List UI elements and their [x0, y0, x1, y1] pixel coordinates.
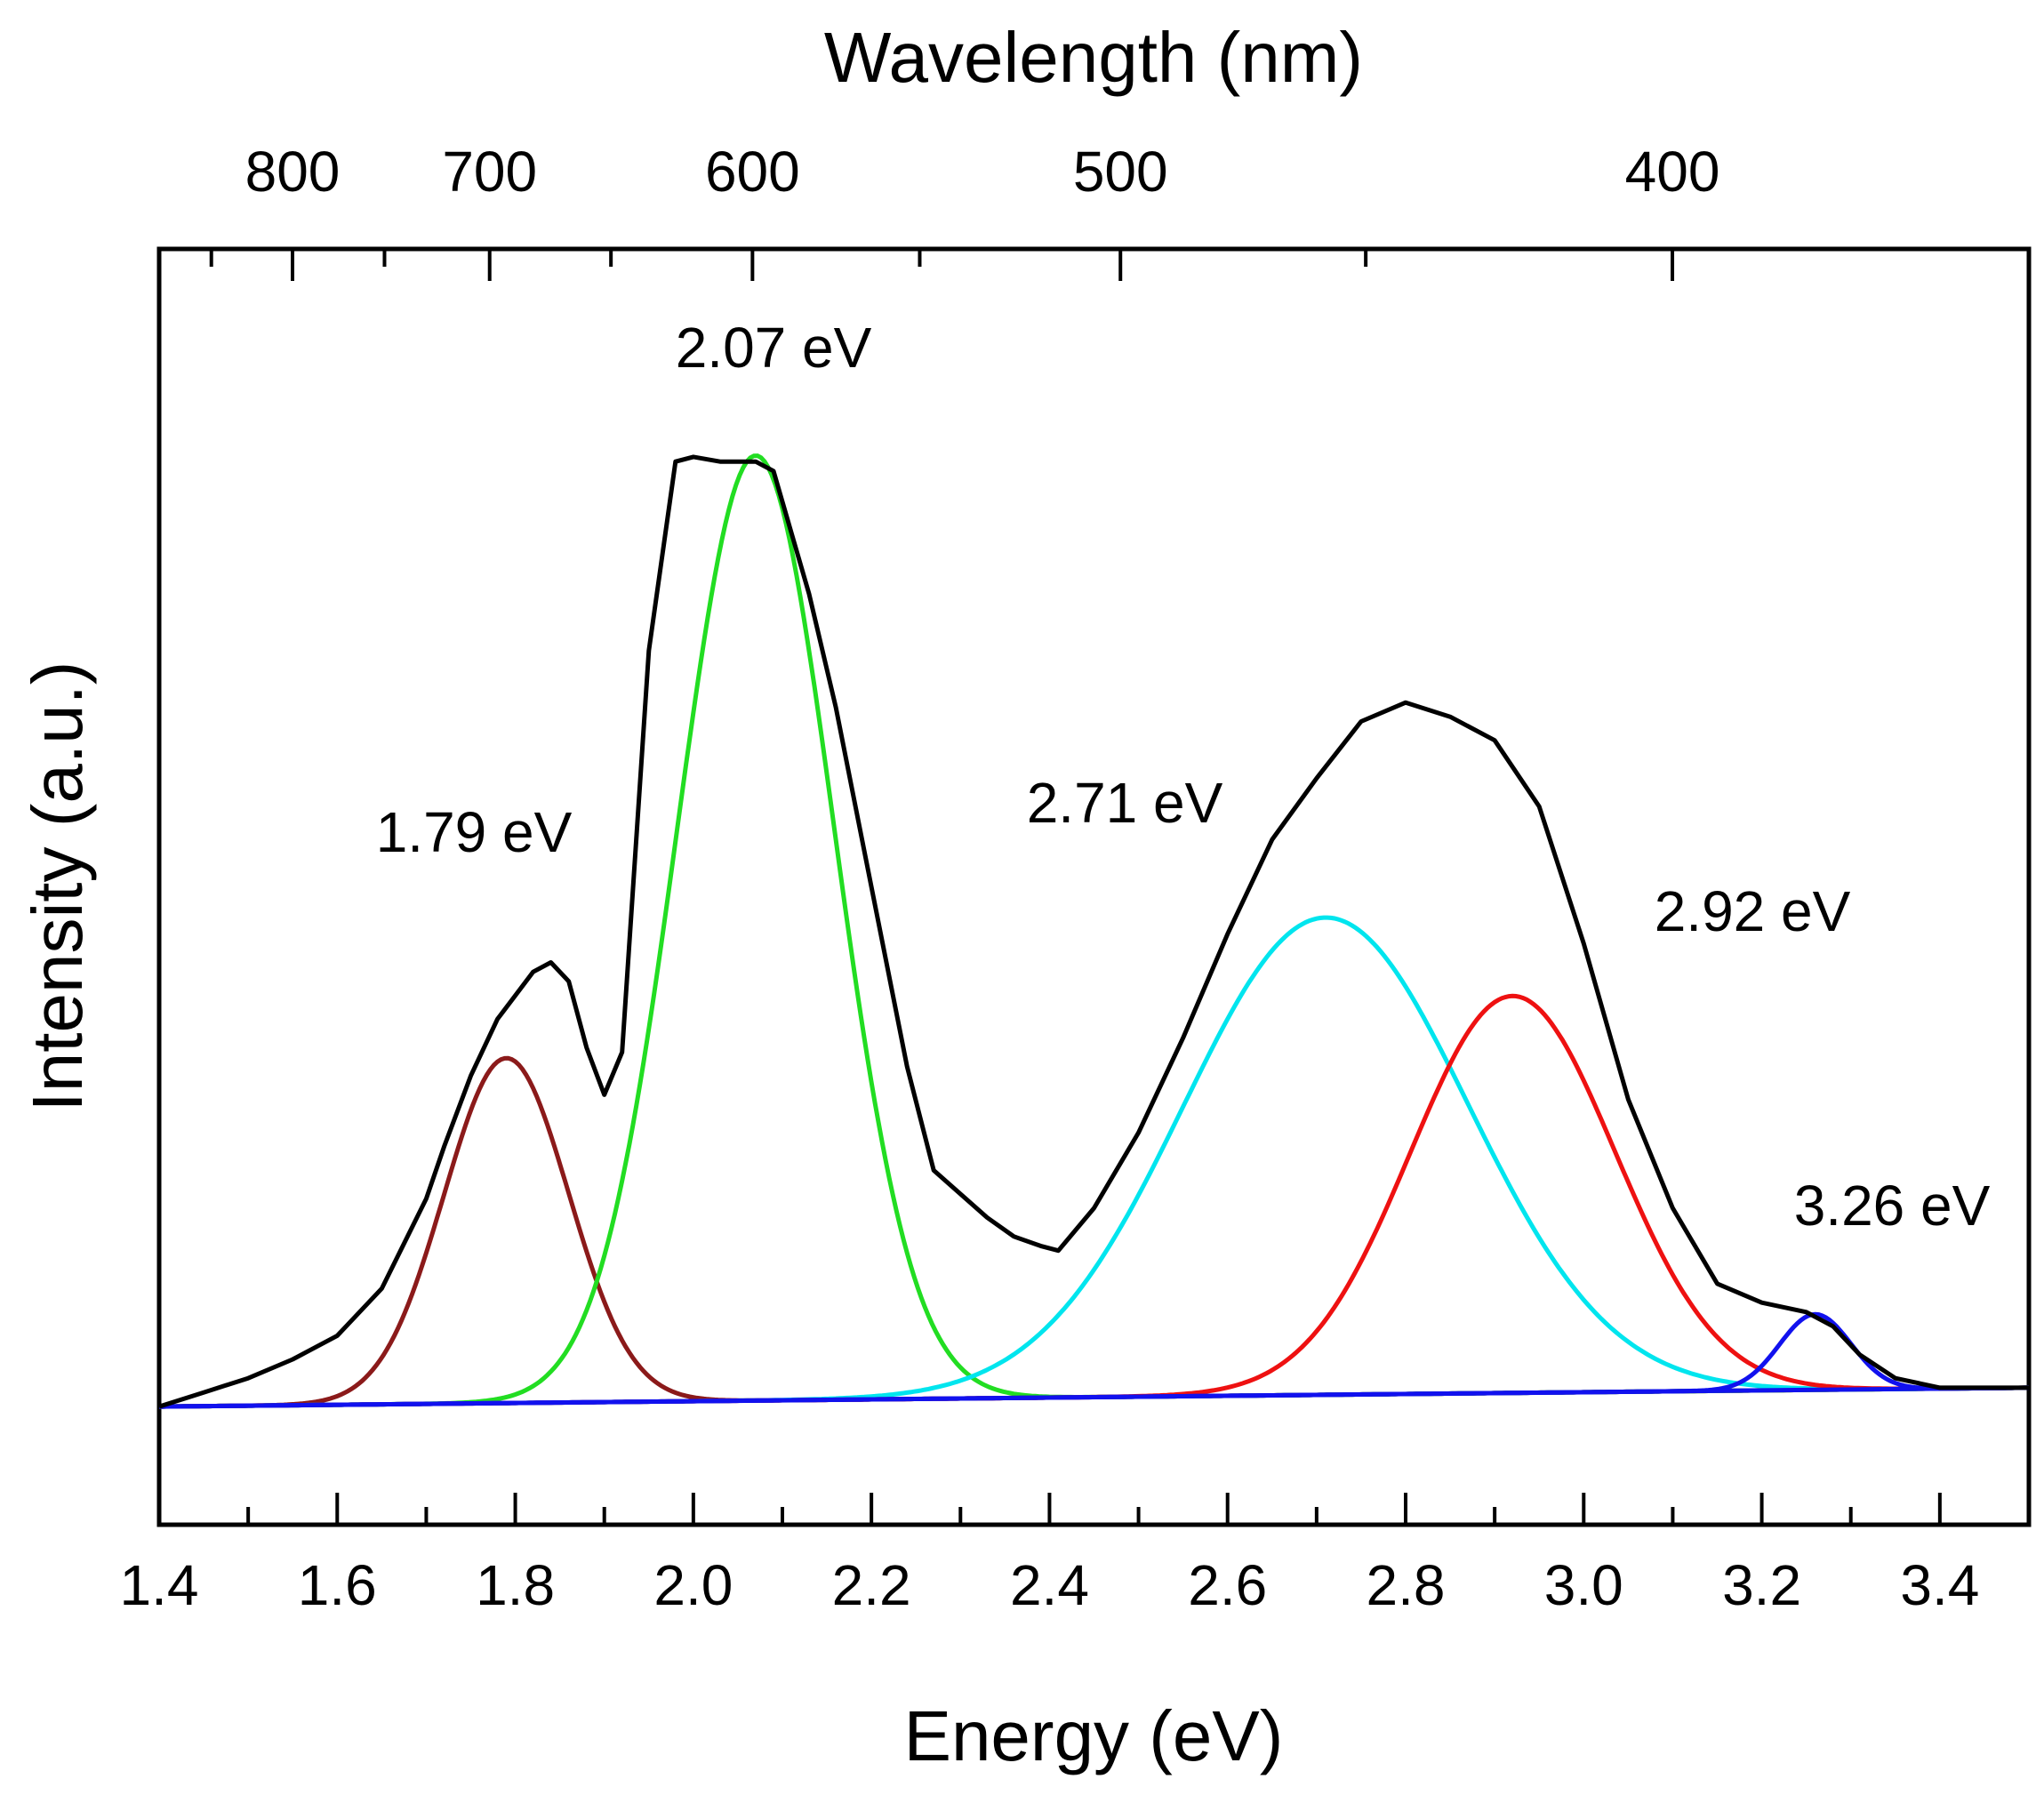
- baseline-line: [159, 1388, 2029, 1406]
- x-tick-label: 2.0: [653, 1553, 733, 1617]
- top-tick-label: 700: [442, 140, 537, 204]
- x-tick-label: 1.8: [476, 1553, 555, 1617]
- x-tick-label: 2.8: [1367, 1553, 1446, 1617]
- top-axis-ticks: 800 700 600 500 400: [212, 140, 1720, 281]
- spectrum-chart: 1.4 1.6 1.8 2.0 2.2 2.4 2.6 2.8 3.0 3.2 3.4 800 700…: [0, 0, 2044, 1795]
- top-axis-title: Wavelength (nm): [824, 18, 1363, 97]
- x-tick-label: 1.4: [120, 1553, 199, 1617]
- top-tick-label: 800: [245, 140, 341, 204]
- x-tick-label: 2.6: [1188, 1553, 1267, 1617]
- peak-label-3.26: 3.26 eV: [1794, 1174, 1991, 1238]
- peak-label-2.92: 2.92 eV: [1655, 879, 1851, 943]
- plot-area-group: 1.4 1.6 1.8 2.0 2.2 2.4 2.6 2.8 3.0 3.2 3.4 800 700…: [120, 140, 2029, 1617]
- component-curve-peak-1.79: [159, 1058, 2029, 1406]
- top-tick-label: 600: [705, 140, 800, 204]
- peak-label-2.07: 2.07 eV: [676, 316, 872, 380]
- top-tick-label: 400: [1625, 140, 1720, 204]
- x-tick-label: 3.4: [1900, 1553, 1979, 1617]
- peak-label-2.71: 2.71 eV: [1027, 771, 1223, 835]
- peak-label-1.79: 1.79 eV: [376, 800, 573, 864]
- x-tick-label: 1.6: [298, 1553, 377, 1617]
- x-axis-title: Energy (eV): [904, 1696, 1284, 1775]
- x-tick-label: 2.4: [1010, 1553, 1089, 1617]
- y-axis-title: Intensity (a.u.): [18, 661, 97, 1112]
- x-tick-label: 3.0: [1544, 1553, 1623, 1617]
- top-tick-label: 500: [1073, 140, 1168, 204]
- component-curve-peak-2.92: [159, 996, 2029, 1406]
- bottom-axis-ticks: 1.4 1.6 1.8 2.0 2.2 2.4 2.6 2.8 3.0 3.2 3.4: [120, 1493, 2029, 1617]
- x-tick-label: 2.2: [832, 1553, 911, 1617]
- x-tick-label: 3.2: [1722, 1553, 1801, 1617]
